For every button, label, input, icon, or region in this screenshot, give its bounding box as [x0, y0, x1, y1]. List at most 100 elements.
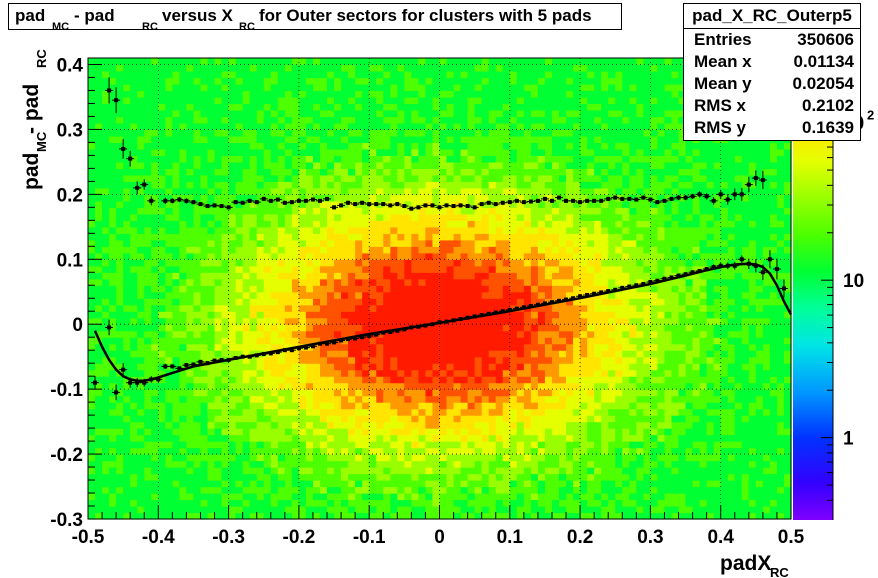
- marker: [177, 366, 182, 371]
- marker: [142, 380, 147, 385]
- mean-point: [681, 272, 690, 277]
- z-tick-label: 10: [843, 271, 864, 292]
- y-tick-label: -0.3: [50, 510, 83, 531]
- marker: [219, 204, 224, 209]
- marker: [718, 192, 723, 197]
- rms-point: [498, 200, 507, 205]
- mean-point: [189, 362, 198, 367]
- stats-value: 350606: [797, 30, 854, 49]
- title-part-pad2: - pad: [74, 6, 115, 25]
- marker: [170, 198, 175, 203]
- marker: [634, 283, 639, 288]
- marker: [219, 357, 224, 362]
- stats-label: RMS y: [694, 118, 746, 137]
- mean-point: [224, 357, 233, 362]
- marker: [226, 357, 231, 362]
- mean-point: [175, 366, 184, 371]
- title-part-versus: versus X: [162, 6, 233, 25]
- mean-point: [618, 285, 627, 290]
- mean-point: [730, 261, 739, 270]
- stats-box: pad_X_RC_Outerp5 Entries 350606 Mean x 0…: [683, 3, 861, 141]
- rms-point: [505, 200, 514, 205]
- rms-point: [512, 198, 521, 203]
- marker: [135, 185, 140, 190]
- marker: [247, 198, 252, 203]
- mean-point: [737, 255, 746, 264]
- marker: [767, 257, 772, 262]
- mean-point: [533, 302, 542, 307]
- marker: [542, 196, 547, 201]
- y-axis-title-part1: pad: [20, 153, 43, 190]
- stats-histogram-name: pad_X_RC_Outerp5: [684, 4, 860, 29]
- y-axis-title-sub1: MC: [34, 131, 49, 152]
- marker: [634, 197, 639, 202]
- marker: [781, 286, 786, 291]
- rms-point: [182, 198, 191, 204]
- mean-point: [379, 330, 388, 335]
- stats-row-rms-y: RMS y 0.1639: [694, 118, 854, 140]
- mean-point: [772, 258, 781, 280]
- marker: [739, 192, 744, 197]
- rms-point: [625, 196, 634, 201]
- mean-point: [372, 332, 381, 337]
- rms-point: [365, 202, 374, 207]
- marker: [128, 156, 133, 161]
- rms-point: [259, 196, 268, 201]
- mean-point: [583, 292, 592, 297]
- mean-point: [547, 300, 556, 305]
- marker: [753, 263, 758, 268]
- y-axis-title-part2: - pad: [20, 84, 43, 134]
- marker: [655, 200, 660, 205]
- stats-row-entries: Entries 350606: [694, 30, 854, 52]
- marker: [725, 197, 730, 202]
- mean-point: [667, 275, 676, 280]
- rms-point: [140, 179, 149, 190]
- marker: [620, 196, 625, 201]
- profile-rms-series: [105, 77, 767, 211]
- title-part-pad: pad: [15, 6, 46, 25]
- rms-point: [442, 203, 451, 208]
- rms-point: [477, 202, 486, 207]
- stats-label: RMS x: [694, 96, 746, 115]
- rms-point: [723, 194, 732, 205]
- z-tick-label: 1: [843, 429, 854, 450]
- marker: [360, 200, 365, 205]
- mean-point: [611, 287, 620, 292]
- y-axis-title-sub2: RC: [34, 49, 49, 68]
- marker: [296, 198, 301, 203]
- rms-point: [308, 197, 317, 202]
- mean-point: [154, 376, 163, 382]
- marker: [374, 202, 379, 207]
- marker: [585, 292, 590, 297]
- rms-point: [519, 200, 528, 205]
- mean-point: [498, 309, 507, 314]
- marker: [676, 273, 681, 278]
- mean-point: [779, 279, 788, 298]
- rms-point: [407, 206, 416, 211]
- marker: [542, 301, 547, 306]
- marker: [655, 278, 660, 283]
- mean-point: [449, 318, 458, 323]
- marker: [184, 198, 189, 203]
- marker: [669, 275, 674, 280]
- marker: [121, 146, 126, 151]
- marker: [648, 280, 653, 285]
- mean-point: [330, 340, 339, 345]
- marker: [592, 198, 597, 203]
- rms-point: [646, 197, 655, 202]
- mean-point: [562, 297, 571, 302]
- marker: [409, 206, 414, 211]
- x-tick-label: -0.3: [212, 527, 245, 548]
- marker: [135, 380, 140, 385]
- marker: [606, 289, 611, 294]
- rms-point: [294, 198, 303, 203]
- marker: [121, 367, 126, 372]
- mean-point: [646, 280, 655, 285]
- marker: [472, 205, 477, 210]
- rms-point: [583, 198, 592, 203]
- marker: [310, 197, 315, 202]
- rms-point: [470, 205, 479, 210]
- marker: [486, 311, 491, 316]
- x-tick-label: -0.4: [142, 527, 175, 548]
- x-axis-title-main: padX: [720, 552, 771, 575]
